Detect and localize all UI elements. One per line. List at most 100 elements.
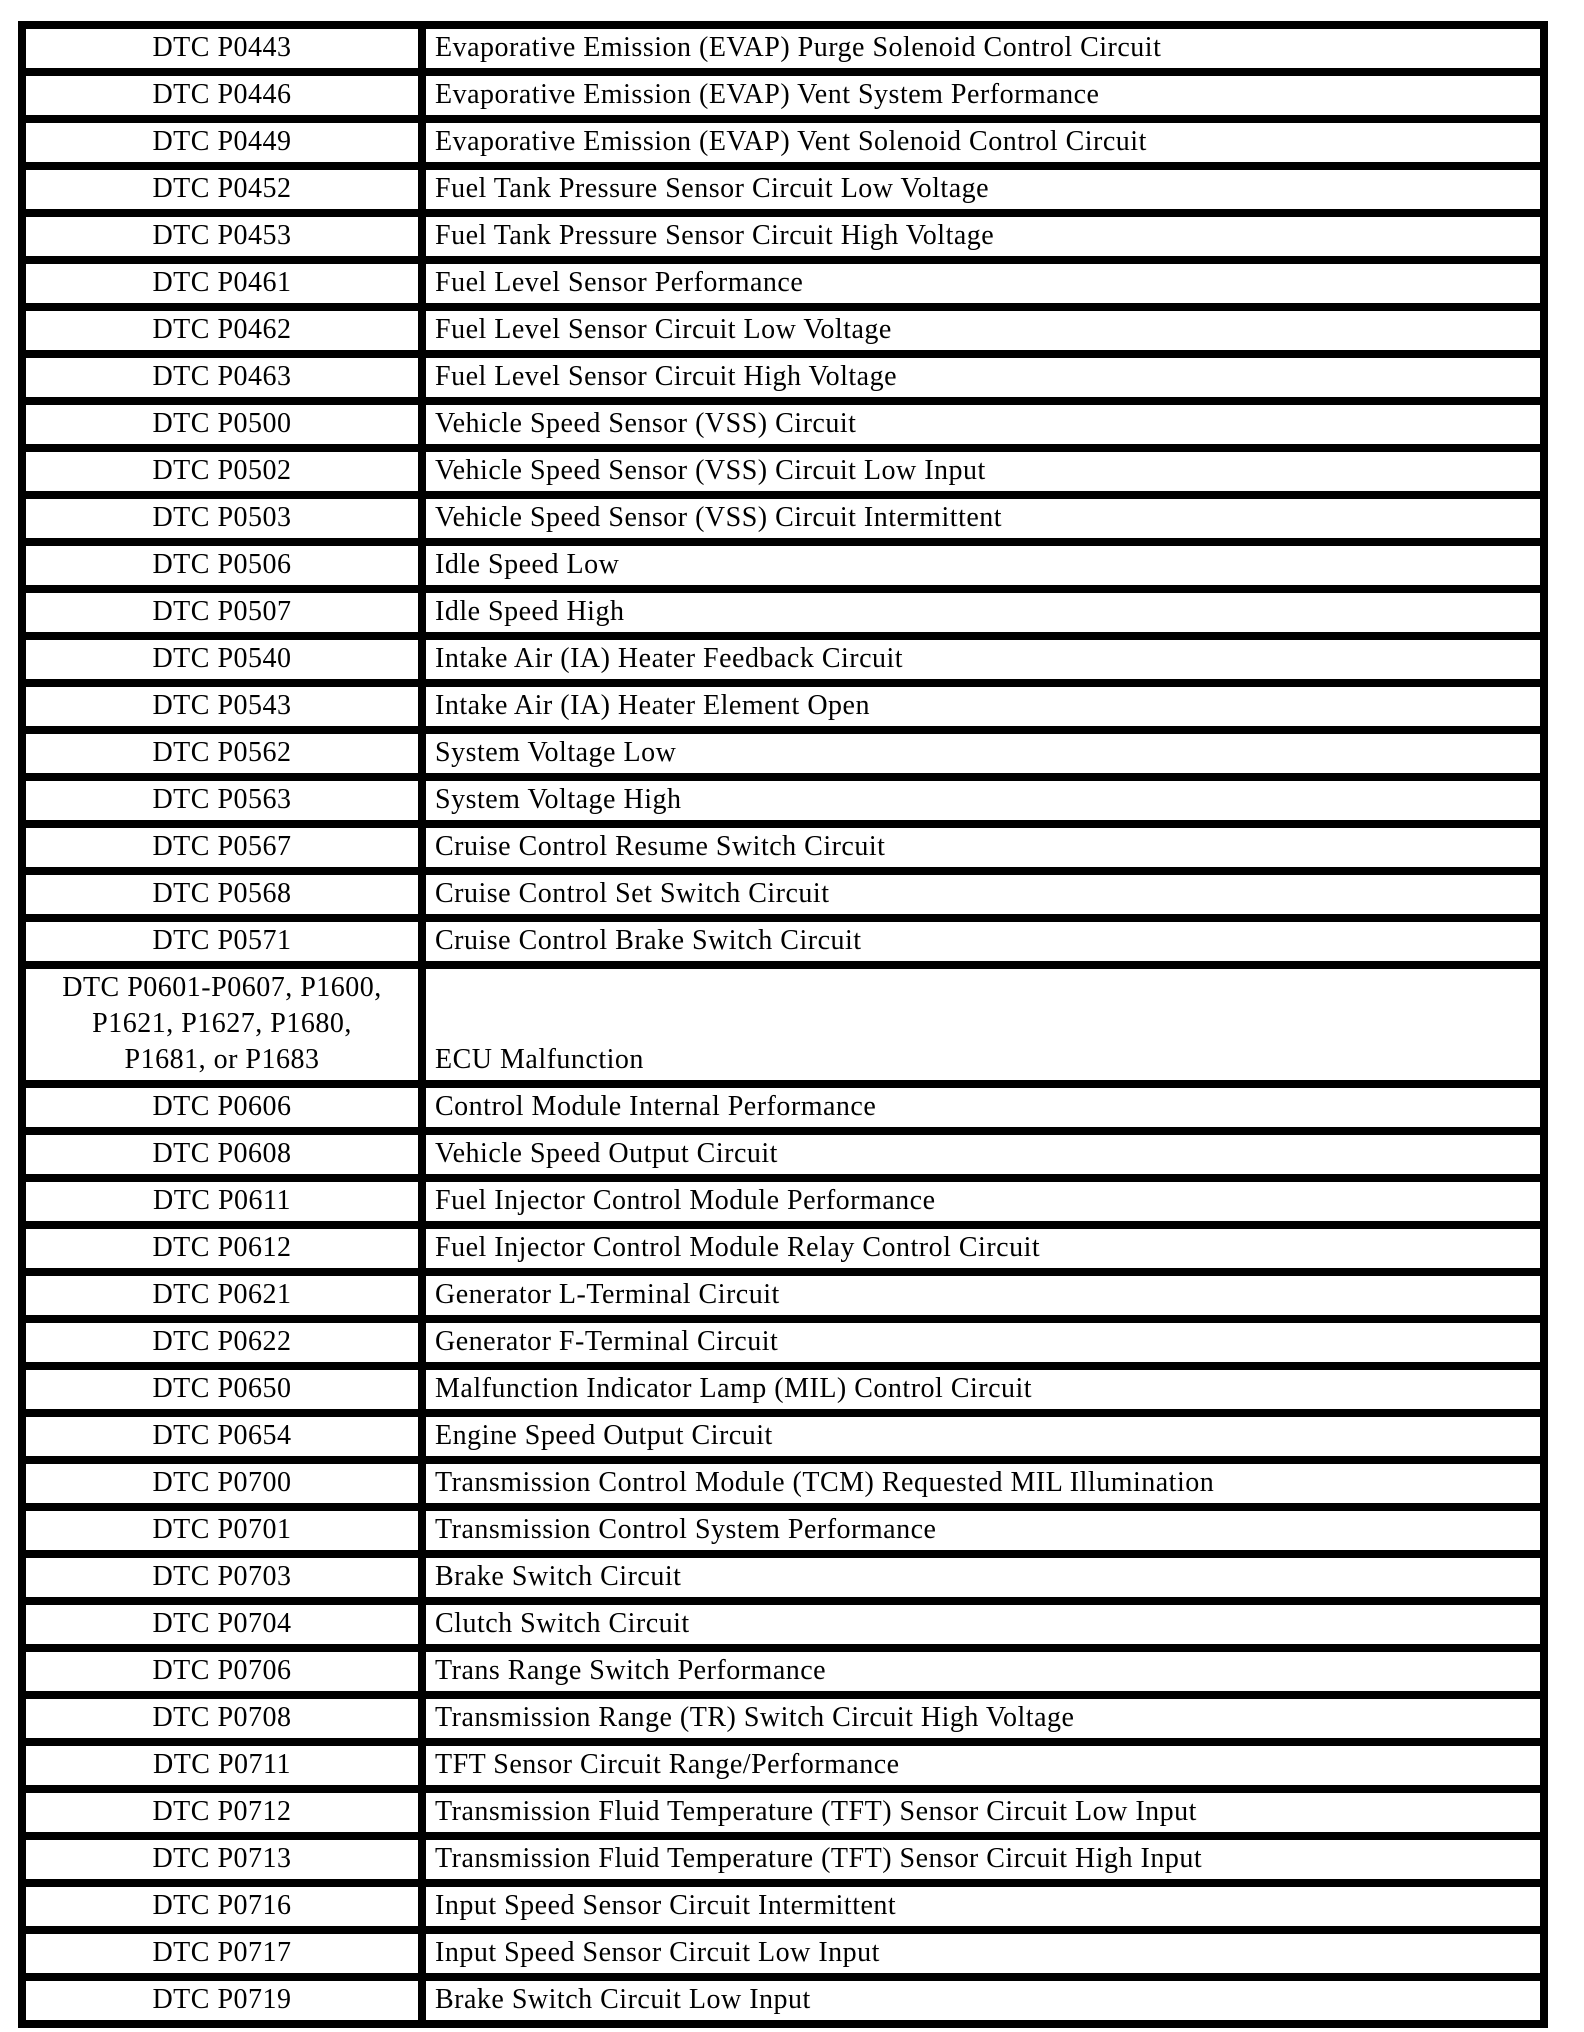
dtc-code-cell: DTC P0449 — [18, 115, 426, 170]
dtc-code-cell: DTC P0704 — [18, 1597, 426, 1652]
dtc-code-cell: DTC P0563 — [18, 773, 426, 828]
table-row: DTC P0568 Cruise Control Set Switch Circ… — [18, 867, 1548, 922]
table-row: DTC P0563 System Voltage High — [18, 773, 1548, 828]
dtc-description-cell: Fuel Level Sensor Performance — [418, 256, 1548, 311]
table-row: DTC P0713 Transmission Fluid Temperature… — [18, 1832, 1548, 1887]
dtc-table: DTC P0443 Evaporative Emission (EVAP) Pu… — [18, 21, 1548, 2028]
dtc-description-cell: Vehicle Speed Sensor (VSS) Circuit — [418, 397, 1548, 452]
table-row: DTC P0461 Fuel Level Sensor Performance — [18, 256, 1548, 311]
dtc-code-cell: DTC P0712 — [18, 1785, 426, 1840]
dtc-code-cell: DTC P0717 — [18, 1926, 426, 1981]
table-row: DTC P0717 Input Speed Sensor Circuit Low… — [18, 1926, 1548, 1981]
dtc-description-cell: Control Module Internal Performance — [418, 1080, 1548, 1135]
dtc-description-cell: Idle Speed High — [418, 585, 1548, 640]
dtc-code-cell: DTC P0453 — [18, 209, 426, 264]
dtc-description-cell: Evaporative Emission (EVAP) Purge Soleno… — [418, 21, 1548, 76]
dtc-code-cell: DTC P0701 — [18, 1503, 426, 1558]
dtc-code-cell: DTC P0506 — [18, 538, 426, 593]
dtc-description-cell: Vehicle Speed Sensor (VSS) Circuit Low I… — [418, 444, 1548, 499]
table-row: DTC P0706 Trans Range Switch Performance — [18, 1644, 1548, 1699]
table-row: DTC P0449 Evaporative Emission (EVAP) Ve… — [18, 115, 1548, 170]
dtc-code-cell: DTC P0452 — [18, 162, 426, 217]
dtc-description-cell: Trans Range Switch Performance — [418, 1644, 1548, 1699]
dtc-description-cell: Input Speed Sensor Circuit Intermittent — [418, 1879, 1548, 1934]
dtc-description-cell: Cruise Control Set Switch Circuit — [418, 867, 1548, 922]
dtc-code-cell: DTC P0708 — [18, 1691, 426, 1746]
dtc-code-cell: DTC P0611 — [18, 1174, 426, 1229]
dtc-code-cell: DTC P0650 — [18, 1362, 426, 1417]
dtc-code-cell: DTC P0700 — [18, 1456, 426, 1511]
dtc-description-cell: Evaporative Emission (EVAP) Vent Solenoi… — [418, 115, 1548, 170]
dtc-code-cell: DTC P0706 — [18, 1644, 426, 1699]
dtc-code-cell: DTC P0716 — [18, 1879, 426, 1934]
dtc-code-cell: DTC P0711 — [18, 1738, 426, 1793]
dtc-description-cell: Fuel Injector Control Module Performance — [418, 1174, 1548, 1229]
dtc-description-cell: Transmission Control System Performance — [418, 1503, 1548, 1558]
dtc-description-cell: Malfunction Indicator Lamp (MIL) Control… — [418, 1362, 1548, 1417]
table-row: DTC P0716 Input Speed Sensor Circuit Int… — [18, 1879, 1548, 1934]
table-row: DTC P0452 Fuel Tank Pressure Sensor Circ… — [18, 162, 1548, 217]
table-row: DTC P0507 Idle Speed High — [18, 585, 1548, 640]
table-row: DTC P0701 Transmission Control System Pe… — [18, 1503, 1548, 1558]
table-row: DTC P0503 Vehicle Speed Sensor (VSS) Cir… — [18, 491, 1548, 546]
dtc-code-cell: DTC P0719 — [18, 1973, 426, 2028]
table-row: DTC P0612 Fuel Injector Control Module R… — [18, 1221, 1548, 1276]
dtc-code-cell: DTC P0567 — [18, 820, 426, 875]
dtc-description-cell: Intake Air (IA) Heater Element Open — [418, 679, 1548, 734]
dtc-description-cell: Transmission Fluid Temperature (TFT) Sen… — [418, 1832, 1548, 1887]
table-row: DTC P0462 Fuel Level Sensor Circuit Low … — [18, 303, 1548, 358]
table-row: DTC P0622 Generator F-Terminal Circuit — [18, 1315, 1548, 1370]
dtc-code-cell: DTC P0703 — [18, 1550, 426, 1605]
table-row: DTC P0463 Fuel Level Sensor Circuit High… — [18, 350, 1548, 405]
dtc-description-cell: Fuel Tank Pressure Sensor Circuit Low Vo… — [418, 162, 1548, 217]
table-row: DTC P0540 Intake Air (IA) Heater Feedbac… — [18, 632, 1548, 687]
dtc-code-cell: DTC P0571 — [18, 914, 426, 969]
table-row: DTC P0654 Engine Speed Output Circuit — [18, 1409, 1548, 1464]
dtc-description-cell: Transmission Control Module (TCM) Reques… — [418, 1456, 1548, 1511]
dtc-description-cell: Fuel Tank Pressure Sensor Circuit High V… — [418, 209, 1548, 264]
dtc-description-cell: Brake Switch Circuit — [418, 1550, 1548, 1605]
dtc-code-cell: DTC P0502 — [18, 444, 426, 499]
dtc-description-cell: Cruise Control Brake Switch Circuit — [418, 914, 1548, 969]
dtc-description-cell: Fuel Level Sensor Circuit High Voltage — [418, 350, 1548, 405]
dtc-code-cell: DTC P0622 — [18, 1315, 426, 1370]
dtc-description-cell: Generator L-Terminal Circuit — [418, 1268, 1548, 1323]
table-row: DTC P0453 Fuel Tank Pressure Sensor Circ… — [18, 209, 1548, 264]
dtc-description-cell: Generator F-Terminal Circuit — [418, 1315, 1548, 1370]
dtc-description-cell: Idle Speed Low — [418, 538, 1548, 593]
dtc-description-cell: Intake Air (IA) Heater Feedback Circuit — [418, 632, 1548, 687]
table-row: DTC P0500 Vehicle Speed Sensor (VSS) Cir… — [18, 397, 1548, 452]
dtc-code-cell: DTC P0462 — [18, 303, 426, 358]
table-row: DTC P0443 Evaporative Emission (EVAP) Pu… — [18, 21, 1548, 76]
dtc-code-cell: DTC P0443 — [18, 21, 426, 76]
table-row: DTC P0704 Clutch Switch Circuit — [18, 1597, 1548, 1652]
dtc-code-cell: DTC P0606 — [18, 1080, 426, 1135]
dtc-code-cell: DTC P0503 — [18, 491, 426, 546]
dtc-code-cell: DTC P0507 — [18, 585, 426, 640]
dtc-description-cell: Brake Switch Circuit Low Input — [418, 1973, 1548, 2028]
table-row: DTC P0712 Transmission Fluid Temperature… — [18, 1785, 1548, 1840]
table-row: DTC P0567 Cruise Control Resume Switch C… — [18, 820, 1548, 875]
table-row: DTC P0502 Vehicle Speed Sensor (VSS) Cir… — [18, 444, 1548, 499]
table-row: DTC P0611 Fuel Injector Control Module P… — [18, 1174, 1548, 1229]
dtc-description-cell: Vehicle Speed Sensor (VSS) Circuit Inter… — [418, 491, 1548, 546]
dtc-description-cell: ECU Malfunction — [418, 961, 1548, 1088]
dtc-description-cell: System Voltage Low — [418, 726, 1548, 781]
dtc-description-cell: TFT Sensor Circuit Range/Performance — [418, 1738, 1548, 1793]
table-row: DTC P0700 Transmission Control Module (T… — [18, 1456, 1548, 1511]
dtc-description-cell: Transmission Range (TR) Switch Circuit H… — [418, 1691, 1548, 1746]
table-row: DTC P0650 Malfunction Indicator Lamp (MI… — [18, 1362, 1548, 1417]
dtc-description-cell: Fuel Level Sensor Circuit Low Voltage — [418, 303, 1548, 358]
dtc-description-cell: Vehicle Speed Output Circuit — [418, 1127, 1548, 1182]
dtc-description-cell: Cruise Control Resume Switch Circuit — [418, 820, 1548, 875]
dtc-description-cell: Clutch Switch Circuit — [418, 1597, 1548, 1652]
dtc-description-cell: Fuel Injector Control Module Relay Contr… — [418, 1221, 1548, 1276]
table-row: DTC P0543 Intake Air (IA) Heater Element… — [18, 679, 1548, 734]
dtc-code-cell: DTC P0612 — [18, 1221, 426, 1276]
dtc-code-cell: DTC P0601-P0607, P1600, P1621, P1627, P1… — [18, 961, 426, 1088]
table-row: DTC P0708 Transmission Range (TR) Switch… — [18, 1691, 1548, 1746]
table-row: DTC P0608 Vehicle Speed Output Circuit — [18, 1127, 1548, 1182]
dtc-code-cell: DTC P0500 — [18, 397, 426, 452]
dtc-code-cell: DTC P0461 — [18, 256, 426, 311]
dtc-description-cell: Input Speed Sensor Circuit Low Input — [418, 1926, 1548, 1981]
